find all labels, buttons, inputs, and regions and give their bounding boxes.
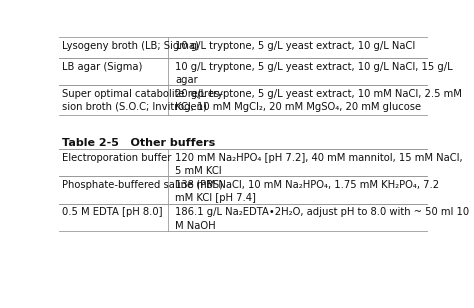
Text: 0.5 M EDTA [pH 8.0]: 0.5 M EDTA [pH 8.0] [62,208,163,217]
Text: 120 mM Na₂HPO₄ [pH 7.2], 40 mM mannitol, 15 mM NaCl,
5 mM KCl: 120 mM Na₂HPO₄ [pH 7.2], 40 mM mannitol,… [175,153,463,176]
Bar [59,58,427,85]
Text: 138 mM NaCl, 10 mM Na₂HPO₄, 1.75 mM KH₂PO₄, 7.2
mM KCl [pH 7.4]: 138 mM NaCl, 10 mM Na₂HPO₄, 1.75 mM KH₂P… [175,180,439,203]
Text: Super optimal catabolite repres-
sion broth (S.O.C; Invitrogen): Super optimal catabolite repres- sion br… [62,89,223,112]
Bar [59,149,427,176]
Text: Table 2-5   Other buffers: Table 2-5 Other buffers [62,138,216,148]
Bar [59,85,427,115]
Bar [59,176,427,204]
Text: 186.1 g/L Na₂EDTA•2H₂O, adjust pH to 8.0 with ~ 50 ml 10
M NaOH: 186.1 g/L Na₂EDTA•2H₂O, adjust pH to 8.0… [175,208,469,231]
Text: Phosphate-buffered saline (PBS): Phosphate-buffered saline (PBS) [62,180,223,190]
Text: LB agar (Sigma): LB agar (Sigma) [62,62,143,72]
Bar [59,204,427,231]
Text: Lysogeny broth (LB; Sigma): Lysogeny broth (LB; Sigma) [62,41,199,51]
Text: 10 g/L tryptone, 5 g/L yeast extract, 10 g/L NaCl: 10 g/L tryptone, 5 g/L yeast extract, 10… [175,41,415,51]
Text: 20 g/L tryptone, 5 g/L yeast extract, 10 mM NaCl, 2.5 mM
KCl, 10 mM MgCl₂, 20 mM: 20 g/L tryptone, 5 g/L yeast extract, 10… [175,89,462,112]
Bar [59,37,427,58]
Text: Electroporation buffer: Electroporation buffer [62,153,172,163]
Text: 10 g/L tryptone, 5 g/L yeast extract, 10 g/L NaCl, 15 g/L
agar: 10 g/L tryptone, 5 g/L yeast extract, 10… [175,62,453,85]
